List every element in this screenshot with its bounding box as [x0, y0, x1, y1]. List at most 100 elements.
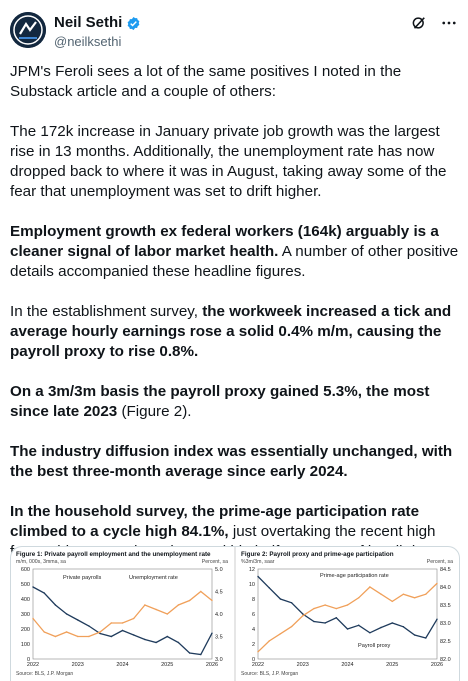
series-line [32, 586, 213, 656]
plot-frame [32, 568, 213, 660]
series-point [166, 635, 168, 638]
series-point [99, 632, 101, 635]
left-axis-tick: 8 [252, 597, 255, 603]
left-axis-tick: 200 [21, 627, 30, 633]
text-span: JPM's Feroli sees a lot of the same posi… [10, 63, 402, 100]
right-axis-tick: 3.0 [215, 657, 223, 663]
author-handle[interactable]: @neilksethi [54, 34, 122, 49]
series-point [324, 604, 326, 606]
series-point [121, 622, 124, 624]
series-point [77, 635, 79, 638]
text-span: (Figure 2). [117, 403, 192, 420]
series-point [257, 575, 259, 578]
series-point [65, 613, 68, 615]
series-point [380, 626, 382, 629]
author-name[interactable]: Neil Sethi [54, 14, 123, 31]
series-point [188, 652, 191, 654]
left-axis-tick: 0 [27, 657, 30, 663]
chart-source: Source: BLS, J.P. Morgan [241, 671, 299, 677]
series-point [121, 629, 124, 632]
series-point [110, 635, 113, 638]
chart-title: Figure 1: Private payroll employment and… [16, 551, 211, 558]
series-point [43, 631, 45, 633]
media-divider [234, 547, 236, 681]
series-point [391, 622, 393, 624]
grok-icon[interactable] [410, 14, 428, 32]
text-span: A number of other positive details accom… [10, 243, 459, 280]
series-point [177, 604, 180, 606]
right-axis-tick: 84.0 [440, 585, 451, 591]
series-point [313, 620, 315, 623]
series-point [391, 600, 393, 603]
x-axis-tick: 2023 [72, 662, 84, 668]
series-point [324, 622, 326, 624]
series-point [166, 613, 168, 615]
series-point [200, 653, 202, 656]
x-axis-tick: 2022 [252, 662, 264, 668]
right-axis-tick: 83.0 [440, 621, 451, 627]
series-point [402, 626, 405, 628]
bold-text: On a 3m/3m basis the payroll proxy gaine… [10, 383, 430, 420]
right-axis-tick: 82.5 [440, 639, 451, 645]
x-axis-tick: 2022 [27, 662, 39, 668]
series-point [402, 593, 405, 595]
right-axis-tick: 84.5 [440, 567, 451, 573]
series-point [279, 598, 282, 600]
x-axis-tick: 2025 [386, 662, 398, 668]
series-point [144, 638, 146, 641]
chart-source: Source: BLS, J.P. Morgan [16, 671, 74, 677]
tweet-media[interactable]: 600 500 400 300 200 100 0 5.0 4.5 4.0 3.5 3.0 2022 20… [10, 546, 460, 681]
series-point [132, 634, 135, 636]
series-point [436, 618, 438, 620]
series-point [425, 637, 427, 639]
bold-text: the workweek increased a tick and averag… [10, 303, 452, 360]
more-icon[interactable] [440, 14, 458, 32]
series-point [77, 619, 79, 621]
series-point [357, 597, 360, 599]
left-axis-tick: 600 [21, 567, 30, 573]
series-point [200, 590, 202, 593]
left-axis-tick: 500 [21, 582, 30, 588]
series-point [99, 631, 101, 633]
left-axis-tick: 2 [252, 642, 255, 648]
left-axis-tick: 0 [252, 657, 255, 663]
series-point [369, 632, 371, 634]
series-point [132, 617, 135, 620]
right-axis-tick: 83.5 [440, 603, 451, 609]
series-point [211, 599, 213, 602]
tweet-paragraph: On a 3m/3m basis the payroll proxy gaine… [10, 382, 460, 422]
x-axis-tick: 2026 [431, 662, 443, 668]
series-point [211, 632, 213, 634]
series-label: Private payrolls [63, 575, 101, 581]
series-point [32, 617, 34, 620]
series-point [268, 587, 270, 589]
series-point [155, 608, 157, 611]
x-axis-tick: 2023 [297, 662, 309, 668]
series-point [369, 586, 371, 588]
tweet-header: Neil Sethi @neilksethi [10, 8, 458, 54]
series-point [335, 617, 338, 619]
tweet-paragraph: The 172k increase in January private job… [10, 122, 460, 202]
series-point [54, 635, 57, 638]
series-point [188, 599, 191, 602]
right-axis-tick: 82.0 [440, 657, 451, 663]
tweet-paragraph: JPM's Feroli sees a lot of the same posi… [10, 62, 460, 102]
avatar[interactable] [10, 12, 46, 48]
series-point [257, 651, 259, 653]
series-point [279, 633, 282, 635]
series-label: Payroll proxy [358, 643, 391, 649]
x-axis-tick: 2024 [341, 662, 353, 668]
series-label: Unemployment rate [129, 575, 178, 581]
series-point [357, 624, 360, 626]
figure-1-chart: 600 500 400 300 200 100 0 5.0 4.5 4.0 3.5 3.0 2022 20… [11, 547, 234, 681]
series-point [65, 631, 68, 633]
series-point [155, 641, 157, 644]
tweet-paragraph: Employment growth ex federal workers (16… [10, 222, 460, 282]
chart-right-unit: Percent, sa [201, 559, 228, 565]
x-axis-tick: 2026 [206, 662, 218, 668]
series-point [32, 586, 34, 588]
series-line [257, 582, 438, 653]
series-point [54, 604, 57, 606]
right-axis-tick: 4.5 [215, 590, 223, 596]
